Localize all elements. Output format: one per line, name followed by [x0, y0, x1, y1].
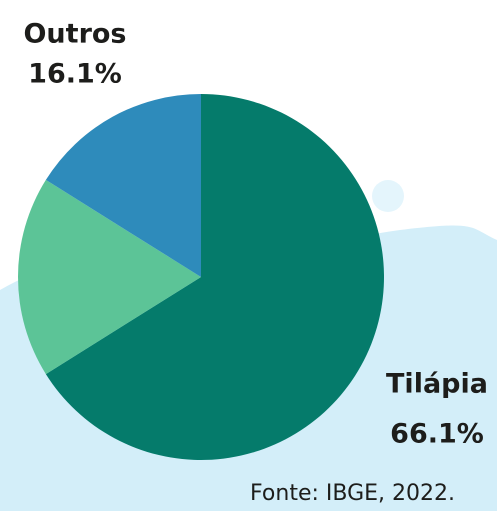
slice-label: Tilápia	[386, 369, 488, 400]
background-bubble	[372, 180, 404, 212]
pie-slice	[18, 179, 202, 375]
pie-slice	[45, 93, 201, 277]
pie-slice	[45, 94, 384, 461]
slice-value-label: 66.1%	[390, 419, 484, 450]
slice-value-label: 16.1%	[28, 59, 122, 90]
source: Fonte: IBGE, 2022.	[250, 481, 455, 506]
slice-label: Outros	[23, 19, 126, 50]
